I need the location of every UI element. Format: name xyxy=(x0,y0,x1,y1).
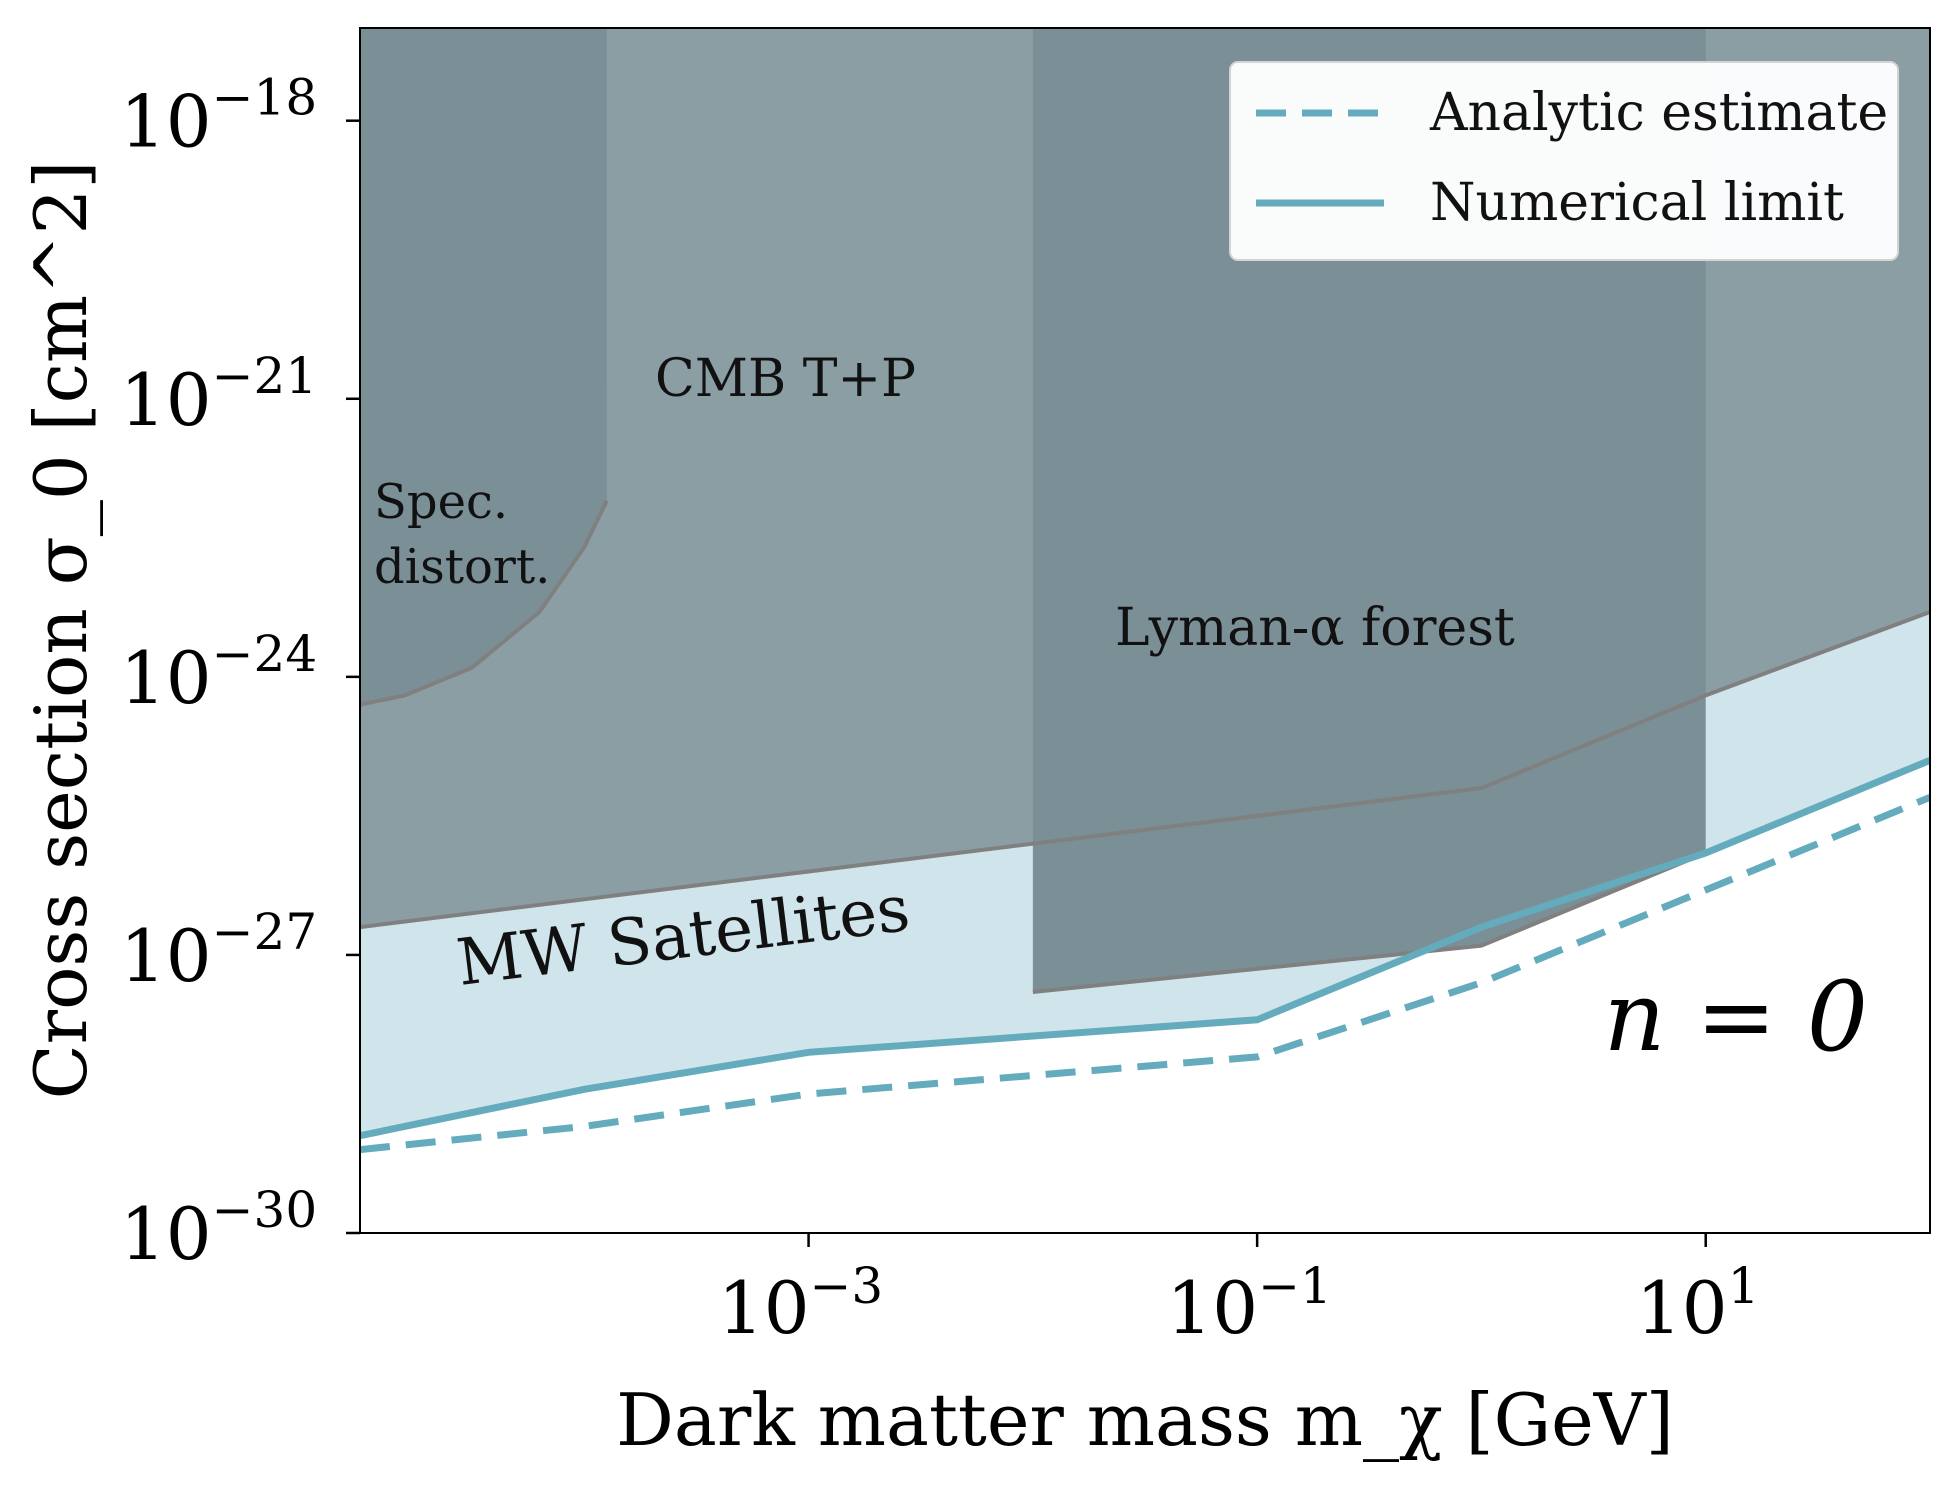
x-tick-label: 10−3 xyxy=(718,1257,883,1350)
lyman-alpha-label: Lyman-α forest xyxy=(1115,598,1515,658)
cmb-label: CMB T+P xyxy=(655,349,916,409)
lyman-alpha-region xyxy=(1032,28,1706,992)
spectral-distortion-region xyxy=(360,28,607,705)
spec-distort-label-line1: Spec. xyxy=(374,474,508,530)
cmb-boundary-line xyxy=(360,610,1930,930)
analytic-estimate-line xyxy=(360,794,1930,1154)
legend-analytic-label: Analytic estimate xyxy=(1429,83,1888,143)
legend-numerical-label: Numerical limit xyxy=(1430,173,1844,233)
y-tick-label: 10−30 xyxy=(120,1181,317,1276)
x-tick-label: 101 xyxy=(1636,1257,1759,1350)
y-tick-label: 10−24 xyxy=(120,625,317,720)
x-axis-label: Dark matter mass m_χ [GeV] xyxy=(616,1378,1674,1462)
numerical-limit-line xyxy=(360,757,1930,1140)
y-tick-label: 10−21 xyxy=(120,347,317,442)
spec-distort-label-line2: distort. xyxy=(374,539,550,595)
legend-box xyxy=(1229,61,1899,261)
x-tick-label: 10−1 xyxy=(1166,1257,1331,1350)
n-value-label: n = 0 xyxy=(1604,961,1868,1073)
spectral-distortion-boundary-line xyxy=(360,499,609,707)
plot-frame xyxy=(359,27,1931,1234)
legend: Analytic estimate Numerical limit xyxy=(1229,61,1899,261)
lyman-alpha-boundary-line xyxy=(1032,851,1707,994)
y-axis-ticks: 10−18 10−21 10−24 10−27 10−30 xyxy=(120,69,360,1276)
y-tick-label: 10−18 xyxy=(120,69,317,164)
y-tick-label: 10−27 xyxy=(120,903,317,998)
x-axis-ticks: 10−3 10−1 101 xyxy=(718,1233,1759,1350)
y-axis-label: Cross section σ_0 [cm^2] xyxy=(19,161,103,1100)
